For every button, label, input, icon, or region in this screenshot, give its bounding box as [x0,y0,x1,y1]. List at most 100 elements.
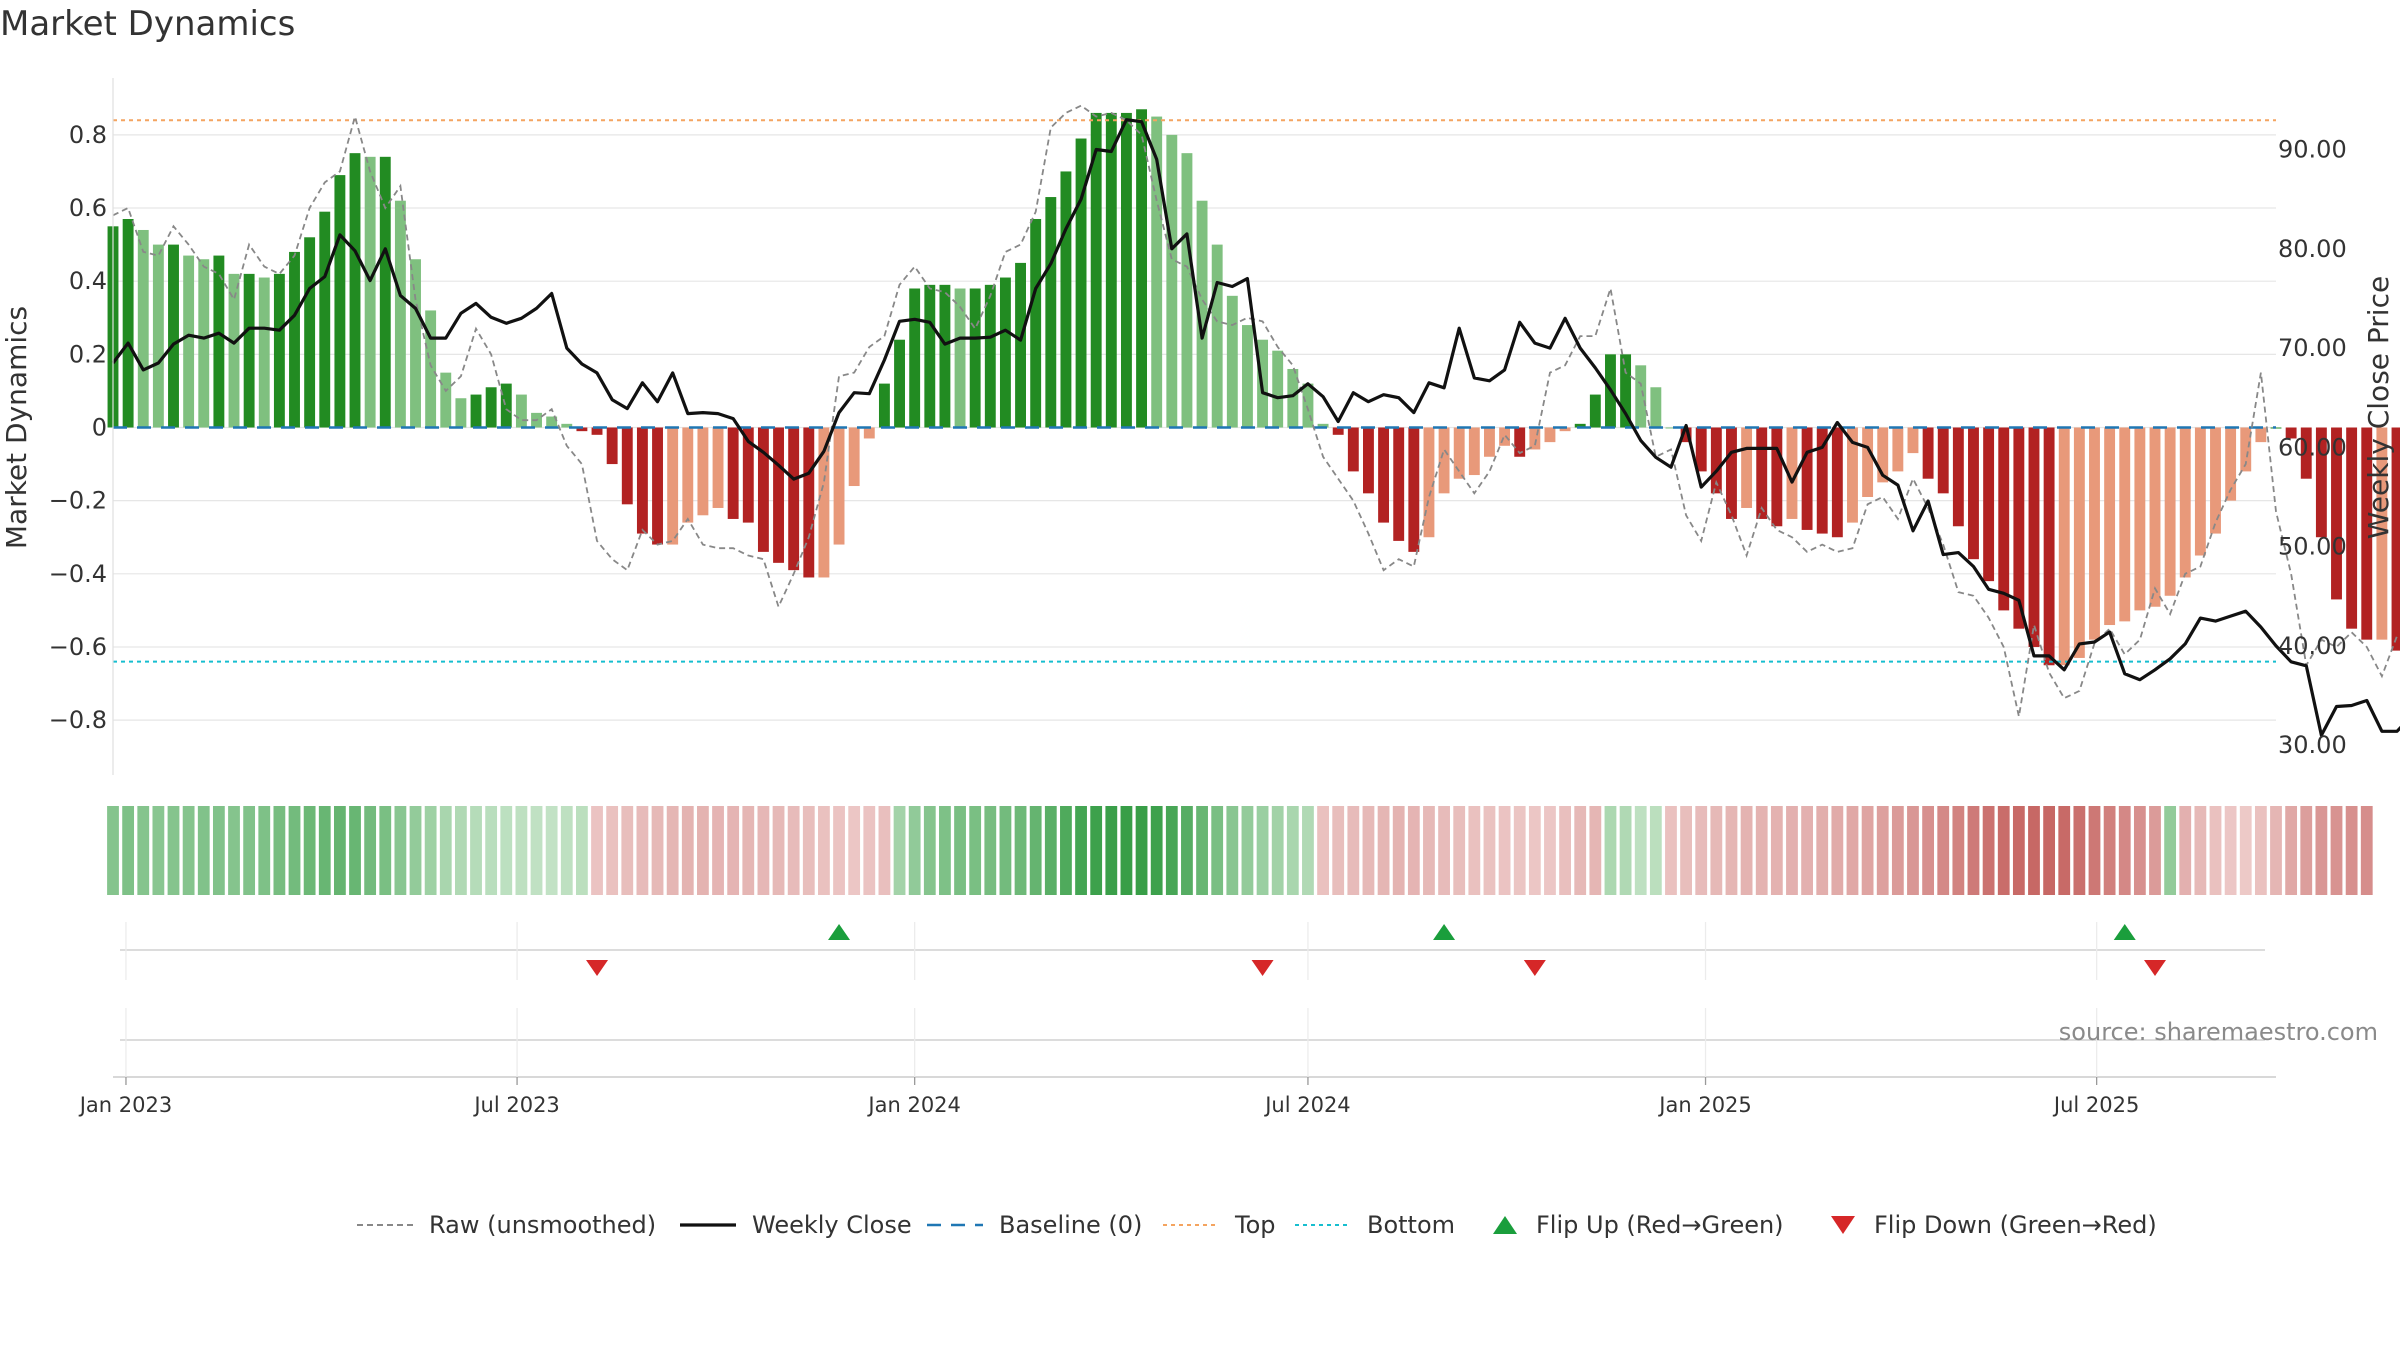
momentum-bar [1680,427,1692,443]
momentum-bar [1120,112,1132,428]
momentum-bar [1317,423,1329,428]
heat-strip-cell [818,806,830,895]
heat-strip-cell [1256,806,1269,895]
legend-item: Weekly Close [680,1211,912,1239]
momentum-bar [1635,365,1647,428]
heat-strip-cell [2149,806,2161,895]
heat-strip-cell [2330,806,2343,895]
heat-strip-cell [1937,806,1950,895]
momentum-bar [606,427,618,465]
heat-strip-cell [772,806,785,895]
right-tick-label: 80.00 [2278,235,2347,263]
momentum-bar [1847,427,1858,523]
flip-down-marker [2143,960,2166,976]
heat-strip-cell [969,806,982,895]
heat-strip-cell [1044,806,1057,895]
legend-label: Top [1234,1211,1276,1239]
momentum-bar [1378,427,1390,523]
heat-strip-cell [1846,806,1859,895]
momentum-bar [939,284,951,428]
momentum-bar [757,427,769,552]
momentum-bar [1877,427,1889,483]
momentum-bar [1211,244,1223,428]
heat-strip-cell [1982,806,1995,895]
momentum-bar [954,288,966,428]
heat-strip-cell [1392,806,1405,895]
left-tick-label: 0.6 [69,194,107,222]
heat-strip-cell [2088,806,2101,895]
momentum-bar [909,288,921,428]
momentum-bar [863,427,875,439]
momentum-bar [1741,427,1753,508]
momentum-bar [2119,427,2131,622]
momentum-bar [1529,427,1541,450]
flip-up-marker [2113,924,2136,940]
heat-strip-cell [107,806,119,895]
legend: Raw (unsmoothed) Weekly Close Baseline (0)… [357,1211,2157,1239]
momentum-bar [1983,427,1995,582]
right-axis-title: Weekly Close Price [2362,276,2395,539]
heat-strip-cell [1211,806,1224,895]
heat-strip-cell [742,806,755,895]
momentum-bar [621,427,633,505]
momentum-bar [1272,350,1284,428]
heat-strip-cell [1544,806,1556,895]
momentum-bar [2194,427,2206,556]
heat-strip-cell [333,806,346,895]
momentum-bar [1544,427,1556,443]
momentum-bar [2058,427,2070,666]
heat-strip-cell [893,806,906,895]
momentum-bar [2361,427,2373,640]
momentum-bar [697,427,709,516]
momentum-bar [2134,427,2146,611]
momentum-bar [727,427,739,519]
heat-strip-cell [666,806,679,895]
heat-strip-cell [621,806,634,895]
legend-swatch-flip-up [1493,1216,1517,1234]
momentum-bar [591,427,603,435]
momentum-bar [1862,427,1874,497]
heat-strip-cell [681,806,694,895]
momentum-bar [213,255,225,428]
momentum-bar [803,427,815,578]
heat-strip-cell [1014,806,1027,895]
momentum-bar [334,175,346,428]
heat-strip-cell [923,806,936,895]
momentum-bar [1075,138,1087,428]
heat-strip-cell [1090,806,1103,895]
heat-strip-cell [243,806,256,895]
legend-swatch-flip-down [1831,1216,1855,1234]
right-tick-label: 50.00 [2278,533,2347,561]
momentum-bar [1196,200,1208,428]
momentum-bar [364,156,376,428]
heat-strip-cell [1075,806,1087,895]
left-tick-label: 0.2 [69,340,107,368]
momentum-bar [1060,171,1072,428]
heat-strip-cell [2103,806,2116,895]
heat-strip-cell [1302,806,1314,895]
momentum-bar [1968,427,1979,560]
heat-strip-cell [2012,806,2025,895]
heat-strip-cell [1665,806,1677,895]
momentum-bar [1756,427,1768,519]
heat-strip-cell [2300,806,2313,895]
legend-item: Flip Down (Green→Red) [1831,1211,2157,1239]
heat-strip-cell [1120,806,1133,895]
heat-strip-cell [2118,806,2131,895]
momentum-bar [984,284,996,428]
momentum-bar [999,277,1011,428]
heat-strip-cell [2315,806,2328,895]
momentum-bar [1045,197,1057,428]
weekly-close-line [111,118,2400,737]
momentum-bar [485,387,497,428]
heat-strip-cell [1770,806,1783,895]
momentum-bar [1408,427,1420,552]
momentum-bar [2179,427,2191,578]
momentum-bar [2104,427,2116,626]
momentum-bars [107,109,2400,666]
momentum-bar [183,255,195,428]
heat-strip-cell [848,806,861,895]
heat-strip-cell [439,806,452,895]
heat-strip-cell [1574,806,1587,895]
